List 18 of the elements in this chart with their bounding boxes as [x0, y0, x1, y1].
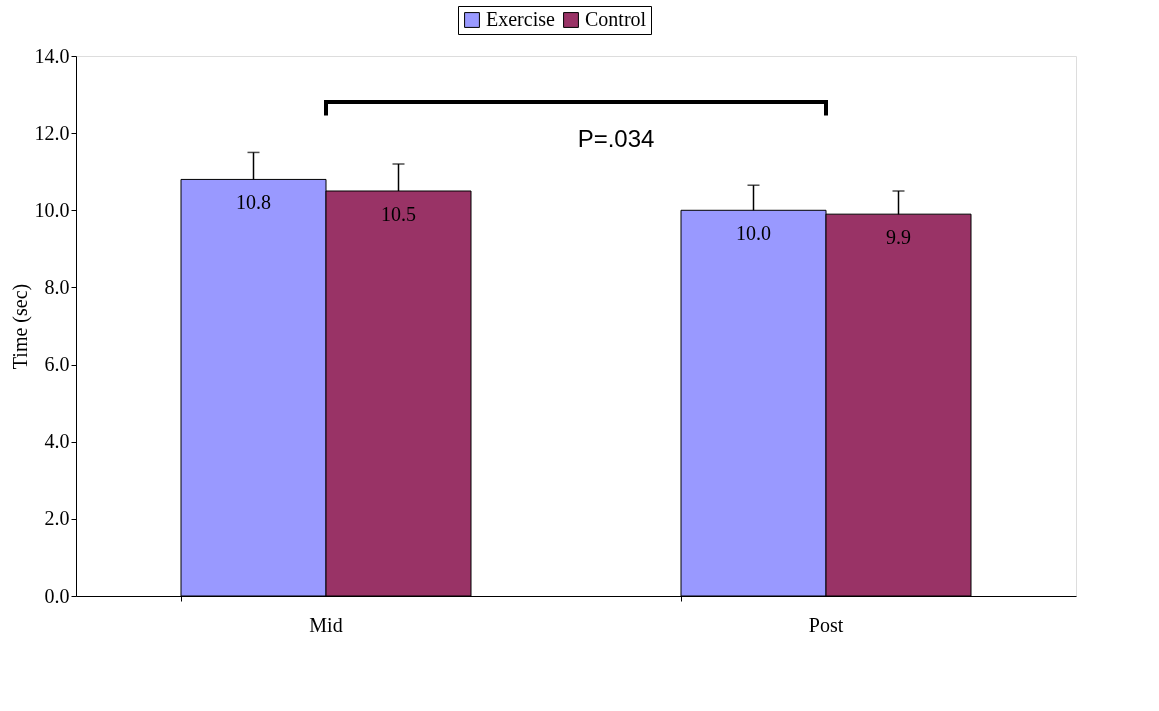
- data-label: 10.5: [381, 203, 416, 225]
- x-tick-label: Post: [808, 613, 844, 636]
- data-label: 10.0: [736, 222, 771, 245]
- data-label: 10.8: [236, 191, 271, 214]
- legend-label: Exercise: [486, 8, 555, 30]
- legend-label: Control: [585, 8, 647, 30]
- y-tick-label: 8.0: [44, 275, 70, 298]
- y-tick-label: 6.0: [44, 353, 70, 376]
- y-tick-label: 12.0: [34, 121, 70, 144]
- y-tick-label: 0.0: [44, 584, 70, 607]
- y-tick-label: 14.0: [34, 44, 70, 67]
- annotation: P=.034: [577, 124, 655, 152]
- y-tick-label: 4.0: [44, 430, 70, 453]
- y-tick-label: 2.0: [44, 507, 70, 530]
- x-tick-label: Mid: [309, 613, 343, 636]
- y-axis-title: Time (sec): [8, 283, 32, 370]
- y-tick-label: 10.0: [34, 198, 70, 221]
- data-label: 9.9: [886, 226, 911, 249]
